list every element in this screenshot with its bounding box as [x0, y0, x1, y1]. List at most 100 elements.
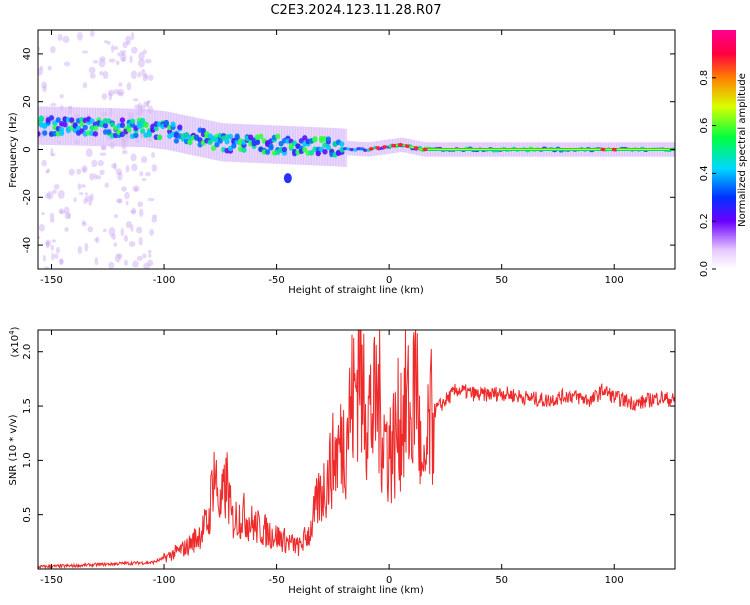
heatmap-peak-cell [397, 142, 403, 147]
heatmap-halo-cell [272, 125, 277, 164]
heatmap-noise-cell [115, 168, 122, 176]
x-tick-label: 0 [386, 575, 392, 586]
heatmap-noise-cell [93, 173, 98, 180]
heatmap-noise-cell [113, 214, 119, 218]
heatmap-noise-cell [137, 58, 145, 68]
heatmap-halo-cell [283, 125, 288, 165]
x-tick-label: 100 [605, 275, 624, 286]
heatmap-noise-cell [129, 55, 133, 64]
heatmap-core-cell [59, 130, 65, 136]
heatmap-noise-cell [62, 35, 70, 44]
colorbar-scale [712, 30, 736, 269]
heatmap-noise-cell [121, 56, 125, 62]
heatmap-noise-cell [138, 51, 145, 61]
snr-y-scale-exponent: 4 [8, 330, 16, 335]
heatmap-noise-cell [146, 101, 150, 107]
y-tick-label: 1.5 [22, 398, 33, 414]
heatmap-outlier-cell [283, 173, 292, 184]
heatmap-peak-cell [600, 147, 606, 152]
snr-y-ticks: 0.5 1.0 1.5 2.0 [22, 344, 675, 523]
heatmap-noise-cell [59, 94, 64, 99]
heatmap-core-cell [82, 124, 88, 131]
heatmap-noise-cell [57, 190, 65, 199]
heatmap-halo-cell [316, 127, 321, 166]
heatmap-noise-cell [134, 187, 138, 192]
heatmap-noise-cell [144, 58, 152, 64]
heatmap-noise-cell [99, 152, 107, 156]
x-tick-label: 50 [495, 575, 508, 586]
heatmap-noise-cell [81, 221, 87, 227]
heatmap-noise-cell [125, 35, 132, 43]
heatmap-noise-cell [126, 82, 132, 91]
x-tick-label: 50 [495, 275, 508, 286]
heatmap-noise-cell [45, 170, 49, 174]
heatmap-core-cell [200, 127, 207, 134]
heatmap-core-cell [170, 121, 176, 128]
heatmap-core-cell [119, 117, 126, 123]
heatmap-halo-cell [259, 124, 264, 164]
heatmap-core-cell [302, 135, 308, 141]
heatmap-noise-cell [102, 70, 109, 80]
heatmap-noise-cell [39, 65, 44, 71]
heatmap-noise-cell [132, 185, 140, 192]
heatmap-noise-cell [64, 212, 71, 220]
heatmap-x-ticks: -150 -100 -50 0 50 100 [40, 30, 624, 286]
y-tick-label: 1.0 [22, 452, 33, 468]
heatmap-core-cell [177, 124, 183, 131]
heatmap-noise-cell [50, 46, 56, 54]
heatmap-noise-cell [47, 65, 52, 71]
heatmap-halo-cell [164, 111, 169, 150]
heatmap-core-cell [42, 130, 48, 136]
heatmap-core-cell [92, 125, 98, 131]
heatmap-noise-cell [87, 226, 94, 233]
heatmap-noise-cell [46, 241, 50, 249]
heatmap-noise-cell [45, 193, 51, 199]
heatmap-noise-cell [101, 145, 106, 150]
heatmap-noise-cell [58, 208, 64, 214]
x-tick-label: -150 [40, 275, 63, 286]
heatmap-noise-cell [151, 152, 156, 159]
heatmap-core-cell [102, 122, 109, 129]
heatmap-noise-cell [113, 242, 118, 247]
heatmap-noise-cell [63, 206, 70, 215]
heatmap-noise-cell [135, 226, 143, 234]
heatmap-halo-cell [140, 108, 145, 148]
heatmap-halo-cell [159, 110, 164, 150]
heatmap-peak-cell [422, 147, 428, 152]
heatmap-noise-cell [151, 164, 158, 172]
heatmap-noise-cell [115, 60, 120, 66]
heatmap-y-label: Frequency (Hz) [8, 112, 19, 188]
heatmap-halo-cell [143, 109, 148, 148]
heatmap-peak-cell [404, 144, 410, 148]
heatmap-core-cell [79, 121, 85, 127]
heatmap-core-cell [143, 122, 149, 128]
y-tick-label: 0.5 [22, 507, 33, 523]
heatmap-noise-cell [104, 182, 109, 188]
heatmap-core-cell [140, 117, 146, 124]
heatmap-noise-cell [123, 259, 128, 266]
heatmap-noise-cell [116, 253, 123, 260]
heatmap-noise-cell [102, 228, 107, 233]
heatmap-noise-cell [44, 266, 50, 269]
heatmap-noise-cell [121, 149, 128, 155]
heatmap-noise-cell [142, 49, 147, 55]
heatmap-core-cell [52, 120, 58, 126]
heatmap-noise-cell [38, 223, 45, 232]
heatmap-core-cell [210, 145, 217, 151]
heatmap-noise-cell [117, 88, 125, 97]
heatmap-core-cell [55, 117, 61, 123]
heatmap-noise-cell [111, 233, 117, 240]
x-tick-label: 0 [386, 275, 392, 286]
heatmap-noise-cell [45, 239, 52, 247]
heatmap-noise-cell [88, 200, 93, 206]
snr-x-ticks: -150 -100 -50 0 50 100 [40, 330, 624, 586]
heatmap-noise-cell [120, 53, 127, 63]
heatmap-noise-cell [108, 261, 115, 269]
heatmap-noise-cell [142, 74, 148, 82]
heatmap-noise-cell [147, 99, 151, 104]
heatmap-noise-cell [49, 218, 55, 223]
heatmap-noise-cell [122, 41, 128, 49]
heatmap-noise-cell [58, 258, 64, 266]
heatmap-noise-cell [130, 70, 137, 80]
heatmap-core-cell [69, 117, 75, 123]
